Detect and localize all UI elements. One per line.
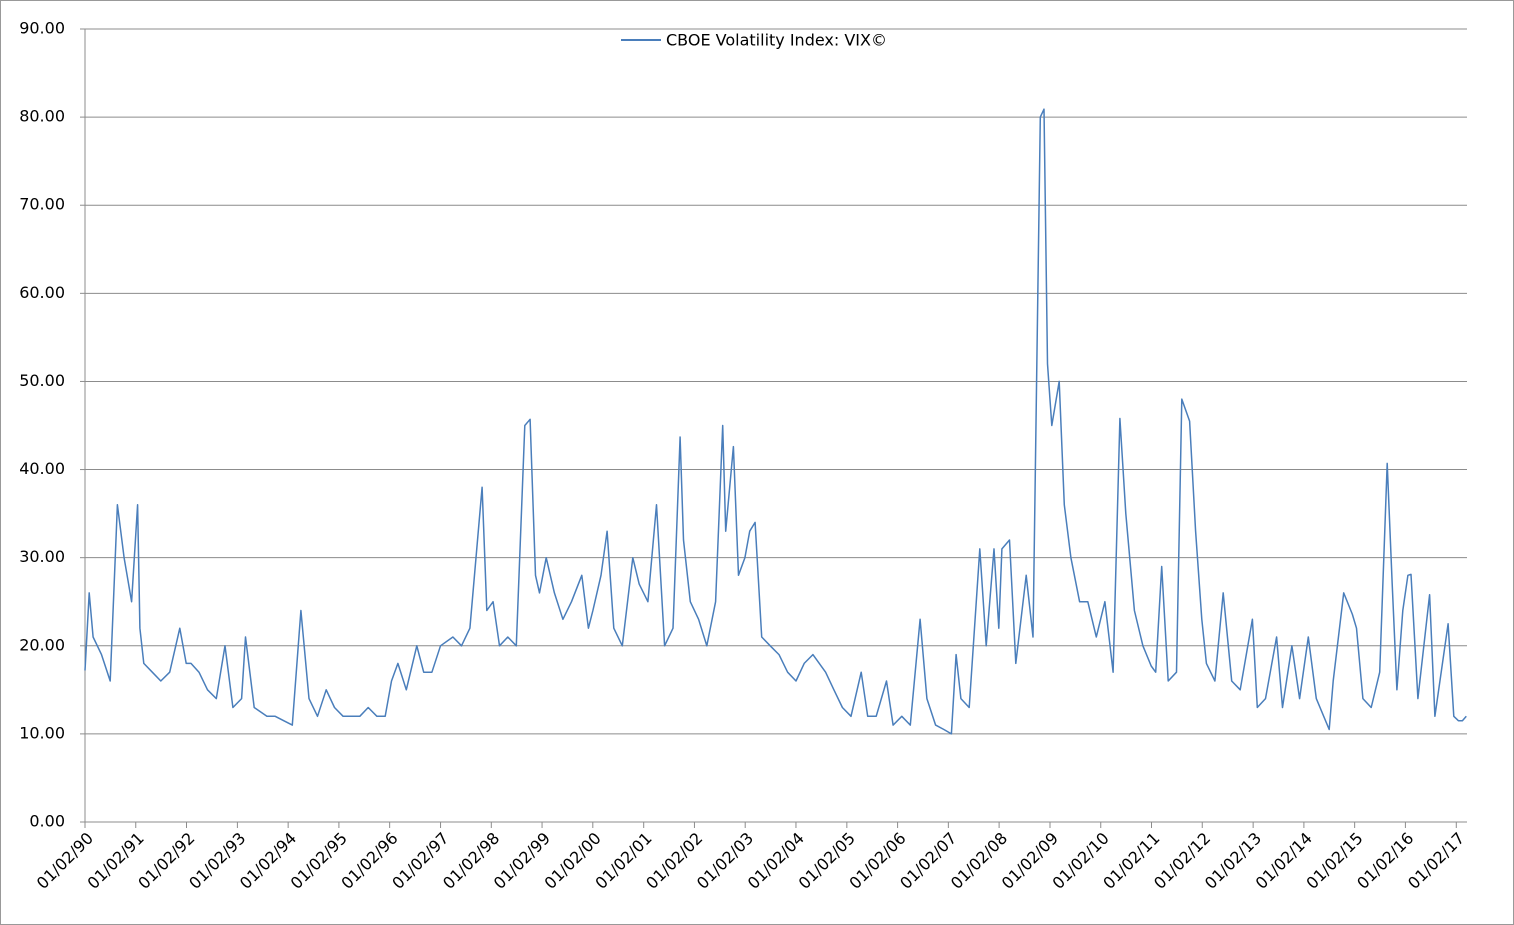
y-tick-label: 80.00 [19, 107, 65, 126]
y-tick-label: 0.00 [29, 812, 65, 831]
y-tick-label: 50.00 [19, 371, 65, 390]
y-tick-label: 40.00 [19, 459, 65, 478]
y-tick-label: 90.00 [19, 19, 65, 38]
y-tick-label: 70.00 [19, 195, 65, 214]
y-tick-label: 20.00 [19, 635, 65, 654]
y-tick-label: 30.00 [19, 547, 65, 566]
y-tick-label: 60.00 [19, 283, 65, 302]
data-line [84, 108, 1467, 735]
legend-label: CBOE Volatility Index: VIX© [666, 31, 887, 50]
y-tick-label: 10.00 [19, 723, 65, 742]
